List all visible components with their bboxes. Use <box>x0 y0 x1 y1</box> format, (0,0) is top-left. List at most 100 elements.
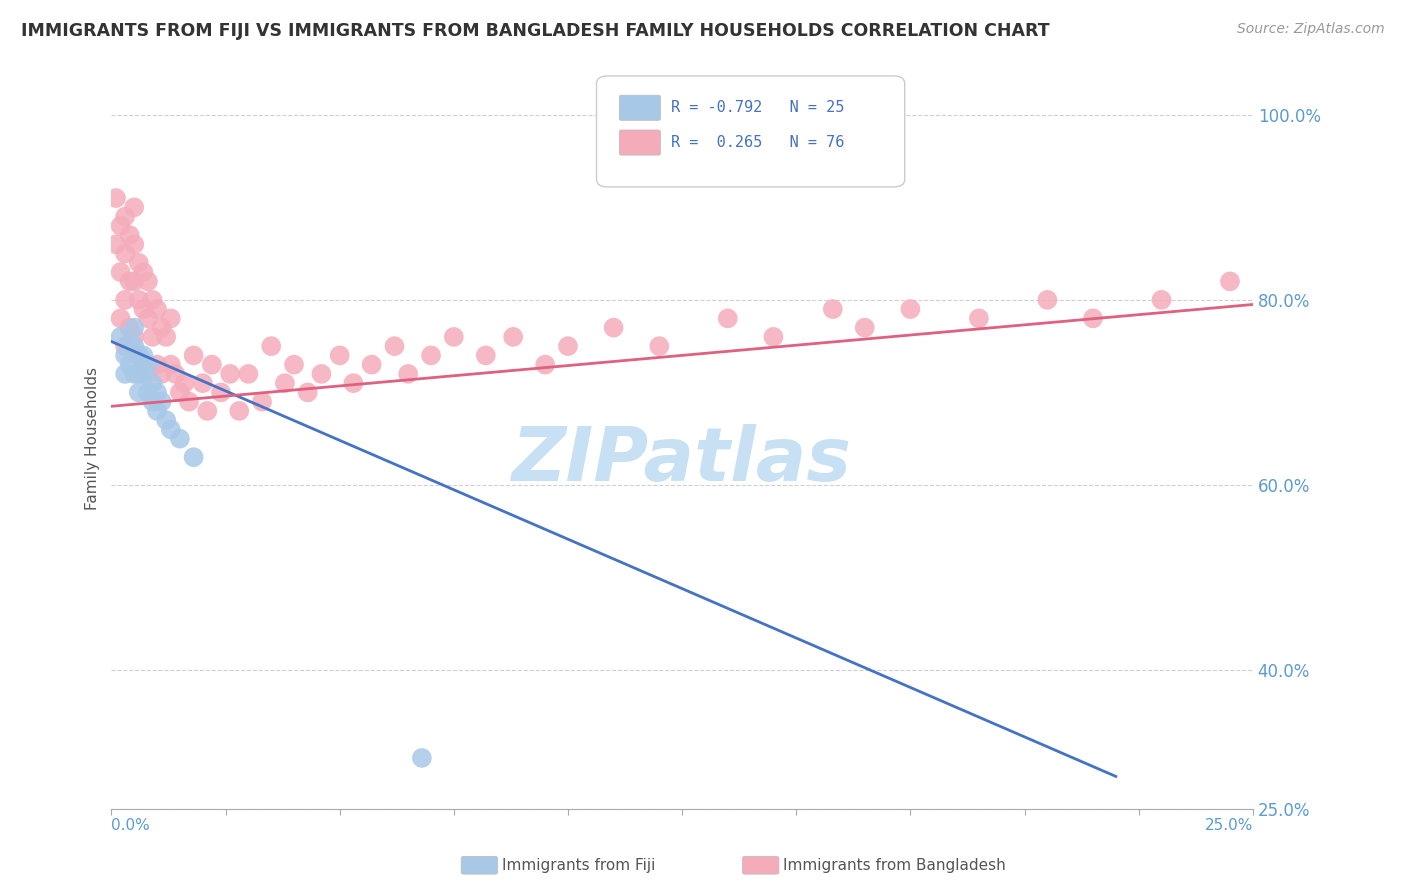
Point <box>110 311 132 326</box>
Point <box>155 413 177 427</box>
Text: Source: ZipAtlas.com: Source: ZipAtlas.com <box>1237 22 1385 37</box>
Text: Immigrants from Bangladesh: Immigrants from Bangladesh <box>783 858 1005 872</box>
Point <box>169 432 191 446</box>
Point <box>648 339 671 353</box>
Point <box>136 274 159 288</box>
Text: 25.0%: 25.0% <box>1205 818 1253 833</box>
Point <box>534 358 557 372</box>
Text: IMMIGRANTS FROM FIJI VS IMMIGRANTS FROM BANGLADESH FAMILY HOUSEHOLDS CORRELATION: IMMIGRANTS FROM FIJI VS IMMIGRANTS FROM … <box>21 22 1050 40</box>
Point <box>141 330 163 344</box>
Point <box>384 339 406 353</box>
Point <box>114 339 136 353</box>
Point <box>141 394 163 409</box>
Point <box>821 302 844 317</box>
Point <box>177 394 200 409</box>
Point <box>128 293 150 307</box>
Point <box>110 330 132 344</box>
Y-axis label: Family Households: Family Households <box>86 368 100 510</box>
Point <box>118 320 141 334</box>
Point <box>159 311 181 326</box>
Point <box>146 302 169 317</box>
Point <box>762 330 785 344</box>
Point <box>260 339 283 353</box>
Point <box>297 385 319 400</box>
Point <box>443 330 465 344</box>
Point <box>900 302 922 317</box>
FancyBboxPatch shape <box>620 130 661 155</box>
Point <box>118 358 141 372</box>
Point <box>1036 293 1059 307</box>
Point <box>122 330 145 344</box>
Point <box>146 404 169 418</box>
Point <box>122 274 145 288</box>
Point <box>118 339 141 353</box>
Point <box>329 348 352 362</box>
Point <box>967 311 990 326</box>
FancyBboxPatch shape <box>620 95 661 120</box>
Point <box>122 200 145 214</box>
Point <box>136 367 159 381</box>
Point <box>250 394 273 409</box>
Point <box>274 376 297 391</box>
Point <box>283 358 305 372</box>
Point <box>396 367 419 381</box>
Point <box>173 376 195 391</box>
Point <box>183 348 205 362</box>
Point <box>150 394 173 409</box>
Point <box>114 348 136 362</box>
Point <box>420 348 443 362</box>
Point <box>136 385 159 400</box>
Point <box>602 320 624 334</box>
Point <box>141 376 163 391</box>
Point <box>114 367 136 381</box>
Point <box>132 302 155 317</box>
Point <box>219 367 242 381</box>
Point <box>136 358 159 372</box>
Point <box>1150 293 1173 307</box>
Point <box>201 358 224 372</box>
Point <box>128 348 150 362</box>
Point <box>122 237 145 252</box>
Point <box>122 320 145 334</box>
Text: 0.0%: 0.0% <box>111 818 150 833</box>
Point <box>502 330 524 344</box>
Point <box>128 348 150 362</box>
Point <box>132 348 155 362</box>
Point <box>122 339 145 353</box>
Point <box>146 385 169 400</box>
Point <box>183 450 205 465</box>
Point <box>146 358 169 372</box>
Point <box>195 404 218 418</box>
Point <box>132 358 155 372</box>
Point <box>557 339 579 353</box>
Point <box>118 228 141 243</box>
Text: R = -0.792   N = 25: R = -0.792 N = 25 <box>671 100 844 115</box>
Text: Immigrants from Fiji: Immigrants from Fiji <box>502 858 655 872</box>
Point <box>360 358 382 372</box>
Point <box>342 376 364 391</box>
Point <box>169 385 191 400</box>
Point <box>191 376 214 391</box>
Point <box>114 293 136 307</box>
Point <box>853 320 876 334</box>
Point <box>114 246 136 260</box>
Point <box>114 210 136 224</box>
Point <box>159 422 181 436</box>
Point <box>311 367 333 381</box>
Text: R =  0.265   N = 76: R = 0.265 N = 76 <box>671 135 844 150</box>
Point <box>150 367 173 381</box>
Point <box>1081 311 1104 326</box>
Point <box>150 320 173 334</box>
FancyBboxPatch shape <box>596 76 904 187</box>
Point <box>209 385 232 400</box>
Text: ZIPatlas: ZIPatlas <box>512 425 852 498</box>
Point <box>132 265 155 279</box>
Point <box>104 237 127 252</box>
Point <box>128 367 150 381</box>
Point <box>141 293 163 307</box>
Point <box>110 219 132 233</box>
Point <box>228 404 250 418</box>
Point <box>128 385 150 400</box>
Point <box>122 367 145 381</box>
Point <box>411 751 433 765</box>
